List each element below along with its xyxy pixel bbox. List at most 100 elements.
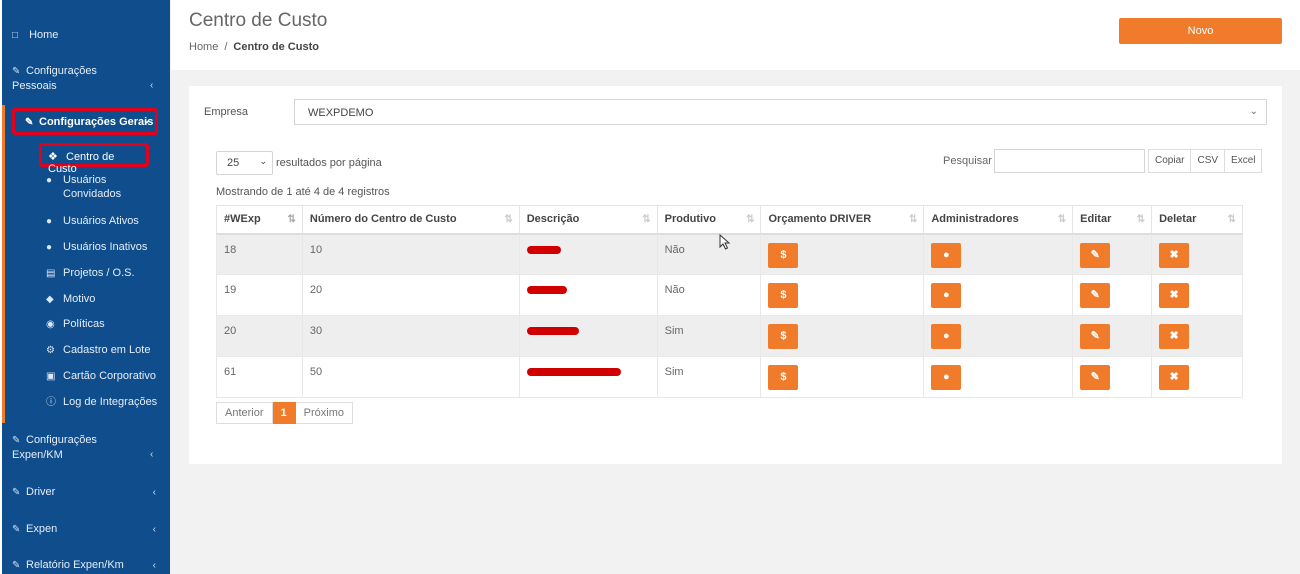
delete-button[interactable]: ✖ xyxy=(1159,283,1190,308)
column-header-label: Administradores xyxy=(931,213,1019,226)
page-length-select[interactable]: 25 ⌄ xyxy=(216,151,273,175)
budget-button[interactable]: $ xyxy=(768,242,799,268)
column-header-label: #WExp xyxy=(224,213,261,226)
admins-button[interactable]: ● xyxy=(931,324,962,349)
cell-orcamento: $ xyxy=(760,274,925,316)
column-header-numero[interactable]: Número do Centro de Custo ⇅ xyxy=(301,205,520,235)
excel-button[interactable]: Excel xyxy=(1225,149,1263,173)
sidebar-item-label: Cadastro em Lote xyxy=(63,344,151,356)
export-buttons: Copiar CSV Excel xyxy=(1148,149,1263,173)
sidebar-item-configuracoes-expen-km[interactable]: ✎ Configurações Expen/KM xyxy=(12,433,122,463)
sidebar-subitem-motivo[interactable]: ◆ Motivo xyxy=(46,292,162,307)
copy-button[interactable]: Copiar xyxy=(1148,149,1192,173)
budget-button[interactable]: $ xyxy=(768,324,799,349)
table-row: 18 10 Não $ ● ✎ ✖ xyxy=(216,233,1243,275)
sidebar-item-configuracoes-pessoais[interactable]: ✎ Configurações Pessoais xyxy=(12,64,122,94)
chevron-left-icon: ‹ xyxy=(152,559,156,571)
column-header-administradores[interactable]: Administradores ⇅ xyxy=(923,205,1074,235)
column-header-descricao[interactable]: Descrição ⇅ xyxy=(518,205,658,235)
sidebar-item-driver[interactable]: ✎ Driver ‹ xyxy=(12,485,162,500)
new-button[interactable]: Novo xyxy=(1119,18,1282,44)
sidebar-subitem-cartao-corporativo[interactable]: ▣ Cartão Corporativo xyxy=(46,369,162,384)
sort-icon: ⇅ xyxy=(1136,214,1146,225)
sidebar-item-label: Usuários Inativos xyxy=(63,241,148,253)
cell-editar: ✎ xyxy=(1072,356,1153,398)
sidebar-subitem-log-de-integracoes[interactable]: ⓘ Log de Integrações xyxy=(46,395,162,410)
redaction-mark xyxy=(526,327,579,335)
column-header-orcamento[interactable]: Orçamento DRIVER ⇅ xyxy=(760,205,925,235)
sidebar-subitem-usuarios-inativos[interactable]: ● Usuários Inativos xyxy=(46,240,162,255)
cell-editar: ✎ xyxy=(1072,315,1153,357)
budget-button[interactable]: $ xyxy=(768,283,799,308)
search-input[interactable] xyxy=(994,149,1145,173)
edit-button[interactable]: ✎ xyxy=(1080,283,1111,308)
dollar-icon: $ xyxy=(780,330,787,342)
sidebar-item-label: Motivo xyxy=(63,293,96,305)
sidebar-item-label: Usuários Convidados xyxy=(63,174,122,200)
edit-button[interactable]: ✎ xyxy=(1080,242,1111,268)
user-icon: ● xyxy=(943,248,950,261)
page-length-label: resultados por página xyxy=(276,157,382,169)
admins-button[interactable]: ● xyxy=(931,365,962,390)
column-header-deletar[interactable]: Deletar ⇅ xyxy=(1151,205,1243,235)
cell-numero: 10 xyxy=(301,233,520,275)
sidebar-item-label: Projetos / O.S. xyxy=(63,267,135,279)
column-header-wexp[interactable]: #WExp ⇅ xyxy=(216,205,303,235)
edit-button[interactable]: ✎ xyxy=(1080,324,1111,349)
cell-numero: 20 xyxy=(301,274,520,316)
cell-descricao xyxy=(518,356,658,398)
column-header-label: Número do Centro de Custo xyxy=(309,213,457,226)
delete-button[interactable]: ✖ xyxy=(1159,242,1190,268)
info-icon: ⓘ xyxy=(46,397,56,408)
sidebar-subitem-cadastro-em-lote[interactable]: ⚙ Cadastro em Lote xyxy=(46,343,162,358)
cell-id: 20 xyxy=(216,315,303,357)
edit-icon: ✎ xyxy=(1090,371,1100,383)
column-header-label: Deletar xyxy=(1159,213,1197,226)
edit-icon: ✎ xyxy=(12,560,21,571)
users-icon: ● xyxy=(46,175,53,186)
edit-icon: ✎ xyxy=(12,524,21,535)
cell-produtivo: Sim xyxy=(656,356,762,398)
csv-button[interactable]: CSV xyxy=(1191,149,1226,173)
page-header: Centro de Custo Home / Centro de Custo Nov… xyxy=(171,0,1300,70)
sidebar-subitem-usuarios-ativos[interactable]: ● Usuários Ativos xyxy=(46,214,162,229)
admins-button[interactable]: ● xyxy=(931,242,962,268)
sidebar-item-expen[interactable]: ✎ Expen ‹ xyxy=(12,522,162,537)
delete-button[interactable]: ✖ xyxy=(1159,365,1190,390)
sidebar-subitem-projetos[interactable]: ▤ Projetos / O.S. xyxy=(46,266,162,281)
sort-icon: ⇅ xyxy=(746,214,755,225)
edit-icon: ✎ xyxy=(1090,330,1100,342)
column-header-label: Orçamento DRIVER xyxy=(768,213,872,226)
table-info: Mostrando de 1 até 4 de 4 registros xyxy=(216,186,390,198)
dollar-icon: $ xyxy=(780,371,787,383)
chevron-left-icon: ‹ xyxy=(152,486,156,498)
sidebar-item-label: Configurações Expen/KM xyxy=(12,434,97,461)
sidebar-subitem-centro-de-custo[interactable]: ❖ Centro de Custo xyxy=(39,143,149,175)
empresa-select[interactable]: WEXPDEMO ⌄ xyxy=(294,99,1267,125)
pagination-prev[interactable]: Anterior xyxy=(216,402,273,424)
budget-button[interactable]: $ xyxy=(768,365,799,390)
sidebar-item-configuracoes-gerais[interactable]: ✎ Configurações Gerais ⌄ xyxy=(12,108,158,135)
sidebar-item-label: Expen xyxy=(26,523,58,535)
close-icon: ✖ xyxy=(1169,371,1179,383)
edit-icon: ✎ xyxy=(12,487,21,498)
sidebar-item-home[interactable]: □ Home xyxy=(12,28,162,43)
column-header-editar[interactable]: Editar ⇅ xyxy=(1072,205,1153,235)
column-header-label: Produtivo xyxy=(664,213,716,226)
sidebar-subitem-politicas[interactable]: ◉ Políticas xyxy=(46,317,162,332)
breadcrumb-home[interactable]: Home xyxy=(189,41,219,53)
admins-button[interactable]: ● xyxy=(931,283,962,308)
cogs-icon: ⚙ xyxy=(46,345,55,356)
chevron-down-icon: ⌄ xyxy=(1249,106,1258,117)
delete-button[interactable]: ✖ xyxy=(1159,324,1190,349)
pagination-page[interactable]: 1 xyxy=(272,402,296,424)
edit-icon: ✎ xyxy=(12,66,21,77)
column-header-produtivo[interactable]: Produtivo ⇅ xyxy=(656,205,762,235)
sidebar-subitem-usuarios-convidados[interactable]: ● Usuários Convidados xyxy=(46,173,162,201)
sidebar-item-relatorio-expen-km[interactable]: ✎ Relatório Expen/Km ‹ xyxy=(12,558,162,573)
pagination-next[interactable]: Próximo xyxy=(295,402,353,424)
edit-button[interactable]: ✎ xyxy=(1080,365,1111,390)
cell-numero: 50 xyxy=(301,356,520,398)
cell-descricao xyxy=(518,233,658,275)
cell-descricao xyxy=(518,315,658,357)
